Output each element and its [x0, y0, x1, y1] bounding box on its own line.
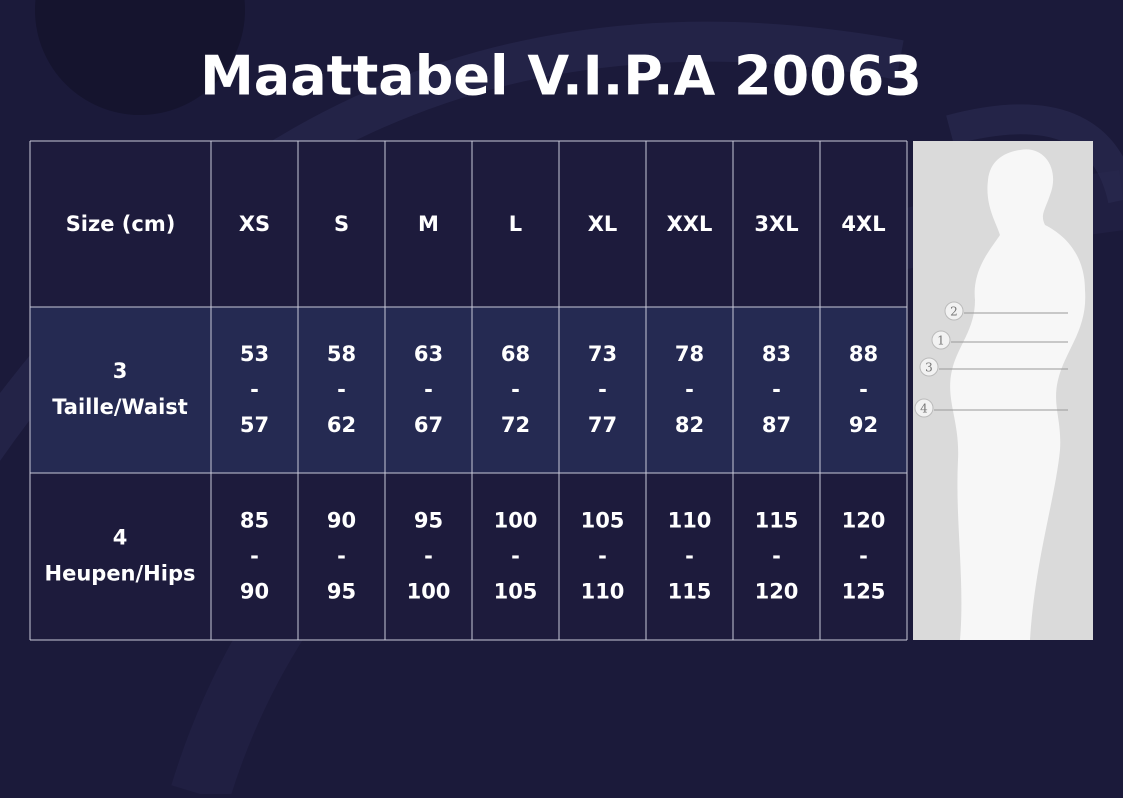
- silhouette: [950, 149, 1086, 641]
- marker-circle: [914, 398, 934, 418]
- size-table: Size (cm) XS S M L XL XXL 3XL 4XL 3 Taille/Waist 53…: [29, 140, 908, 641]
- cell-text: -: [772, 544, 781, 568]
- cell-text: -: [337, 378, 346, 402]
- cell-text: 95: [414, 509, 443, 533]
- cell-text: 95: [327, 580, 356, 604]
- cell-text: 58: [327, 342, 356, 366]
- row-label: 4: [113, 526, 128, 550]
- marker: 3: [919, 357, 1068, 377]
- cell-text: -: [511, 544, 520, 568]
- cell-text: 78: [675, 342, 704, 366]
- cell-text: 85: [240, 509, 269, 533]
- marker-label: 4: [920, 402, 928, 416]
- cell-text: -: [859, 378, 868, 402]
- marker-label: 1: [937, 334, 945, 348]
- cell-text: 53: [240, 342, 269, 366]
- marker-circle: [944, 301, 964, 321]
- row-label: Heupen/Hips: [45, 562, 196, 586]
- cell-text: 72: [501, 413, 530, 437]
- cell-text: 57: [240, 413, 269, 437]
- header-cell: L: [509, 212, 522, 236]
- cell-text: 110: [668, 509, 712, 533]
- header-cell: XXL: [667, 212, 713, 236]
- figure: 2 13 4: [913, 141, 1093, 641]
- cell-text: 67: [414, 413, 443, 437]
- row-bg: [30, 473, 907, 640]
- cell-text: 87: [762, 413, 791, 437]
- header-cell: 3XL: [754, 212, 798, 236]
- marker: 4: [914, 398, 1068, 418]
- cell-text: 105: [494, 580, 538, 604]
- cell-text: -: [250, 544, 259, 568]
- cell-text: 83: [762, 342, 791, 366]
- cell-text: -: [685, 378, 694, 402]
- cell-text: 120: [842, 509, 886, 533]
- cell-text: 90: [327, 509, 356, 533]
- cell-text: -: [598, 378, 607, 402]
- cell-text: 62: [327, 413, 356, 437]
- cell-text: 115: [668, 580, 712, 604]
- marker-circle: [931, 330, 951, 350]
- cell-text: 90: [240, 580, 269, 604]
- header-cell: 4XL: [841, 212, 885, 236]
- cell-text: 92: [849, 413, 878, 437]
- marker: 2: [944, 301, 1068, 321]
- marker-circle: [919, 357, 939, 377]
- header-cell: Size (cm): [66, 212, 176, 236]
- title: Maattabel V.I.P.A 20063: [200, 45, 922, 108]
- cell-text: 73: [588, 342, 617, 366]
- cell-text: -: [772, 378, 781, 402]
- bg-curve: [946, 104, 1123, 204]
- cell-text: -: [685, 544, 694, 568]
- cell-text: 100: [494, 509, 538, 533]
- cell-text: 125: [842, 580, 886, 604]
- cell-text: 115: [755, 509, 799, 533]
- cell-text: 88: [849, 342, 878, 366]
- header-cell: M: [418, 212, 439, 236]
- cell-text: -: [424, 544, 433, 568]
- cell-text: 68: [501, 342, 530, 366]
- cell-text: 63: [414, 342, 443, 366]
- cell-text: -: [511, 378, 520, 402]
- header-cell: XS: [239, 212, 270, 236]
- cell-text: 120: [755, 580, 799, 604]
- cell-text: -: [859, 544, 868, 568]
- cell-text: 77: [588, 413, 617, 437]
- row-label: Taille/Waist: [52, 395, 188, 419]
- marker-label: 3: [925, 361, 933, 375]
- header-cell: XL: [588, 212, 618, 236]
- cell-text: 82: [675, 413, 704, 437]
- cell-text: 105: [581, 509, 625, 533]
- cell-text: -: [337, 544, 346, 568]
- cell-text: 100: [407, 580, 451, 604]
- header-cell: S: [334, 212, 349, 236]
- row-bg: [30, 307, 907, 473]
- marker-label: 2: [950, 305, 958, 319]
- cell-text: -: [250, 378, 259, 402]
- cell-text: 110: [581, 580, 625, 604]
- marker: 1: [931, 330, 1068, 350]
- bg-shape: [35, 0, 245, 115]
- row-bg: [30, 141, 907, 307]
- cell-text: -: [424, 378, 433, 402]
- cell-text: -: [598, 544, 607, 568]
- row-label: 3: [113, 359, 128, 383]
